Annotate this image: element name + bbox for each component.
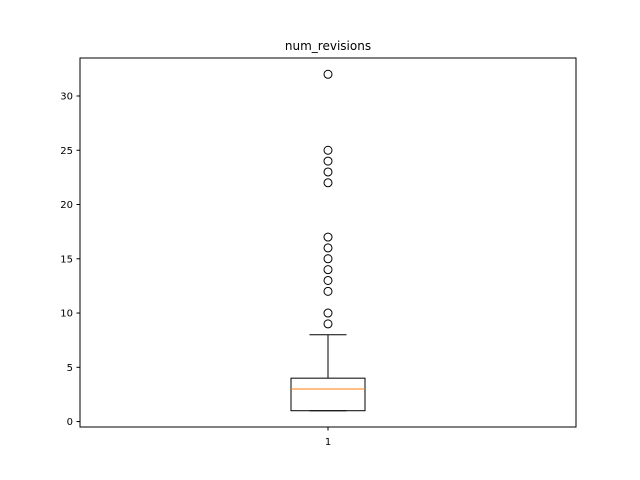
- outlier-point: [323, 308, 333, 318]
- x-axis: 1: [325, 427, 331, 448]
- outlier-point: [323, 286, 333, 296]
- plot-frame: [79, 57, 577, 428]
- outlier-point: [323, 178, 333, 188]
- outlier-point: [323, 243, 333, 253]
- outlier-point: [323, 265, 333, 275]
- y-tick-label: 0: [67, 417, 73, 428]
- outlier-point: [323, 275, 333, 285]
- outlier-point: [323, 319, 333, 329]
- y-tick-label: 30: [60, 91, 73, 102]
- y-axis: 0 5 10 15 20 25 30: [60, 91, 80, 428]
- y-tick-label: 20: [60, 200, 73, 211]
- boxplot: [290, 334, 366, 412]
- outlier-point: [323, 254, 333, 264]
- y-tick-label: 25: [60, 146, 73, 157]
- outlier-point: [323, 156, 333, 166]
- outlier-points: [323, 69, 333, 329]
- chart-title: num_revisions: [285, 39, 371, 53]
- y-tick-label: 5: [67, 363, 73, 374]
- outlier-point: [323, 145, 333, 155]
- y-tick-label: 15: [60, 254, 73, 265]
- outlier-point: [323, 167, 333, 177]
- outlier-point: [323, 69, 333, 79]
- x-tick-label: 1: [325, 437, 331, 448]
- y-tick-label: 10: [60, 309, 73, 320]
- iqr-box: [290, 377, 366, 412]
- outlier-point: [323, 232, 333, 242]
